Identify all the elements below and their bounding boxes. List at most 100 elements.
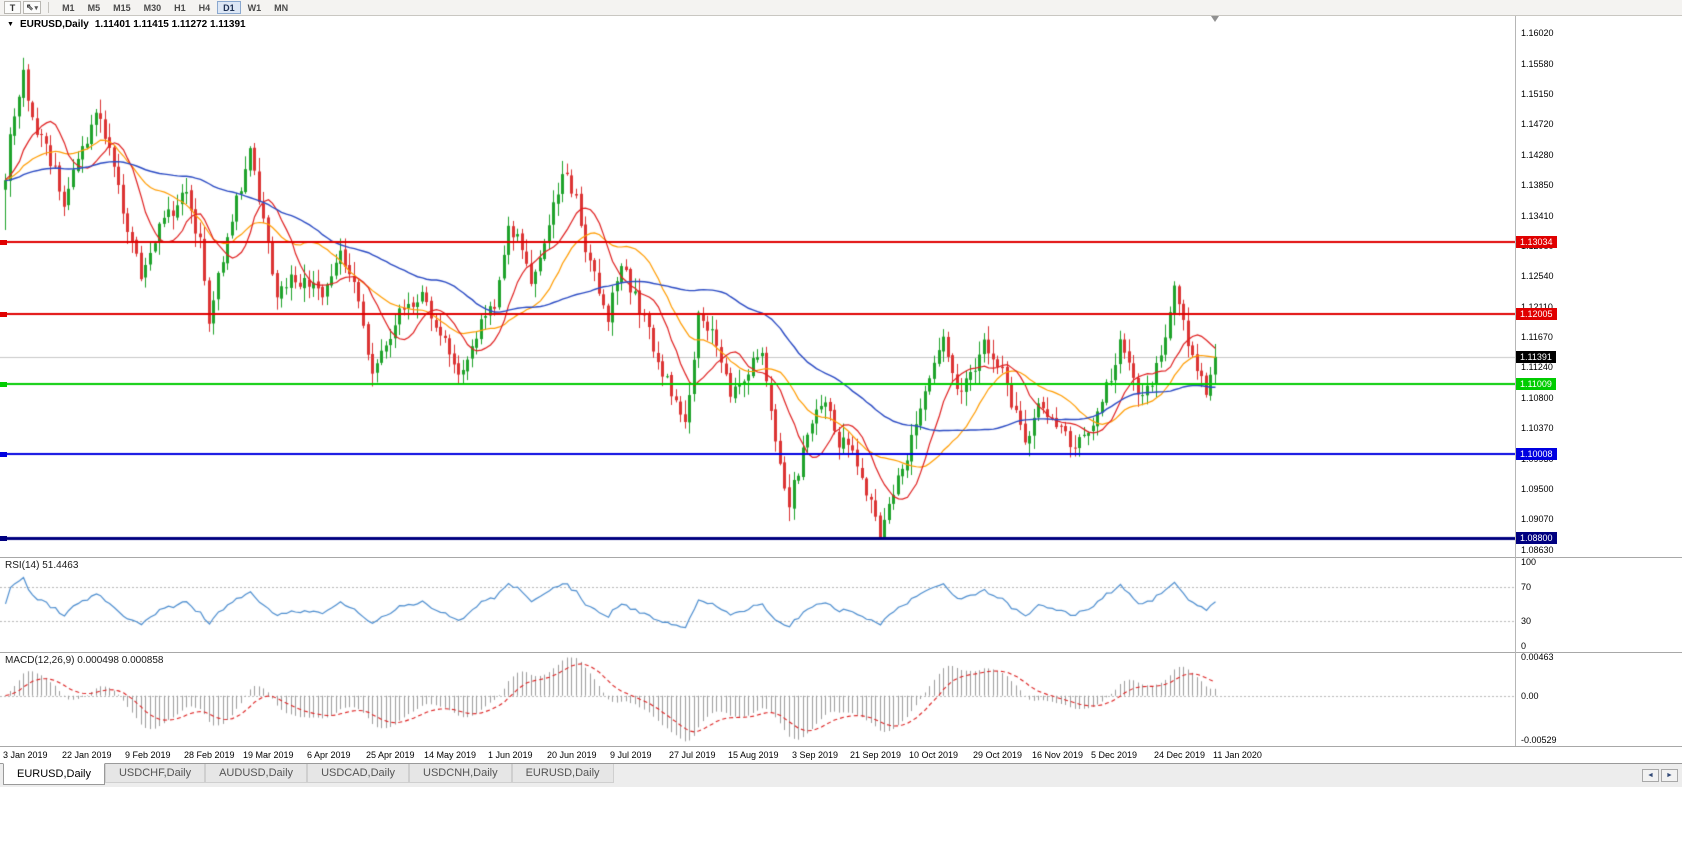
price-axis-tick: 1.12110 [1521,301,1553,312]
price-axis-tick: 1.08630 [1521,545,1554,555]
date-axis-tick: 9 Feb 2019 [125,750,171,760]
price-axis-tick: 1.15580 [1521,58,1554,69]
scroll-right-button[interactable]: ► [1661,769,1678,782]
macd-panel: MACD(12,26,9) 0.000498 0.000858 0.00463 0… [0,652,1682,746]
date-axis-tick: 9 Jul 2019 [610,750,652,760]
rsi-axis-tick: 100 [1521,557,1537,567]
chart-tabs: EURUSD,Daily USDCHF,Daily AUDUSD,Daily USDC… [0,763,1682,787]
price-axis-tick: 1.16020 [1521,28,1554,38]
timeframe-h4-button[interactable]: H4 [193,1,217,14]
price-axis-tick: 1.14720 [1521,118,1554,129]
chevron-down-icon: ▾ [34,4,39,12]
macd-axis-tick: 0.00463 [1521,652,1554,662]
rsi-axis-tick: 70 [1521,582,1532,593]
macd-axis-tick: -0.00529 [1521,735,1557,745]
date-axis-tick: 25 Apr 2019 [366,750,415,760]
line-price-tag: 1.12005 [1516,307,1557,320]
price-axis-separator [1515,16,1516,746]
macd-axis-tick: 0.00 [1521,690,1539,701]
price-axis-tick: 1.09500 [1521,484,1554,495]
chart-tab-0[interactable]: EURUSD,Daily [3,763,105,785]
timeframe-m1-button[interactable]: M1 [56,1,81,14]
date-axis-tick: 1 Jun 2019 [488,750,533,760]
rsi-panel: RSI(14) 51.4463 100 70 30 0 [0,557,1682,652]
timeframe-m30-button[interactable]: M30 [138,1,168,14]
timeframe-m15-button[interactable]: M15 [107,1,137,14]
date-axis-tick: 24 Dec 2019 [1154,750,1206,760]
chart-tab-2[interactable]: AUDUSD,Daily [205,764,308,783]
price-axis-tick: 1.15150 [1521,88,1554,99]
date-axis-tick: 20 Jun 2019 [547,750,597,760]
price-chart-canvas[interactable] [0,16,1516,557]
cursor-tool-button[interactable]: ⇖ ▾ [23,1,42,14]
line-anchor[interactable] [0,451,7,457]
chart-tab-4[interactable]: USDCNH,Daily [409,764,512,783]
price-axis-tick: 1.12540 [1521,271,1554,282]
price-axis-tick: 1.13850 [1521,179,1554,190]
chart-menu-icon[interactable]: ▼ [7,21,14,28]
toolbar-separator [48,2,50,13]
rsi-axis-tick: 0 [1521,641,1527,651]
line-anchor[interactable] [0,381,7,387]
time-axis[interactable]: 3 Jan 2019 22 Jan 2019 9 Feb 2019 28 Feb 20… [0,746,1682,763]
date-axis-tick: 22 Jan 2019 [62,750,112,760]
macd-canvas[interactable] [0,653,1516,746]
date-axis-tick: 3 Jan 2019 [3,750,48,760]
date-axis-tick: 10 Oct 2019 [909,750,959,760]
date-axis-tick: 21 Sep 2019 [850,750,902,760]
price-axis-tick: 1.10800 [1521,393,1554,404]
current-price-tag: 1.11391 [1516,350,1556,363]
line-price-tag: 1.11009 [1516,377,1556,390]
chart-shift-marker[interactable] [1211,16,1219,22]
date-axis-tick: 15 Aug 2019 [728,750,779,760]
scroll-left-button[interactable]: ◄ [1642,769,1659,782]
chart-symbol-label: EURUSD,Daily [19,19,89,30]
rsi-label: RSI(14) 51.4463 [5,560,79,571]
date-axis-tick: 14 May 2019 [424,750,477,760]
chart-tab-3[interactable]: USDCAD,Daily [307,764,410,783]
price-chart-panel: ▼ EURUSD,Daily 1.11401 1.11415 1.11272 1… [0,16,1682,557]
chart-toolbar: T ⇖ ▾ M1 M5 M15 M30 H1 H4 D1 W1 MN [0,0,1682,16]
date-axis-tick: 11 Jan 2020 [1213,750,1262,760]
price-axis-tick: 1.10370 [1521,423,1554,434]
timeframe-buttons: M1 M5 M15 M30 H1 H4 D1 W1 MN [56,1,294,14]
price-axis-tick: 1.13410 [1521,210,1554,221]
macd-label: MACD(12,26,9) 0.000498 0.000858 [5,655,164,666]
date-axis-tick: 29 Oct 2019 [973,750,1023,760]
date-axis-tick: 6 Apr 2019 [307,750,351,760]
timeframe-d1-button[interactable]: D1 [217,1,241,14]
date-axis-tick: 19 Mar 2019 [243,750,294,760]
rsi-axis-tick: 30 [1521,615,1532,626]
chart-title: ▼ EURUSD,Daily 1.11401 1.11415 1.11272 1… [7,19,246,30]
chart-tab-5[interactable]: EURUSD,Daily [511,764,614,783]
line-anchor[interactable] [0,536,7,542]
date-axis-tick: 3 Sep 2019 [792,750,839,760]
timeframe-h1-button[interactable]: H1 [168,1,192,14]
tab-scrollbar: ◄ ► [1642,769,1678,782]
line-price-tag: 1.08800 [1516,532,1557,545]
date-axis-tick: 5 Dec 2019 [1091,750,1138,760]
line-anchor[interactable] [0,311,7,317]
chart-tab-1[interactable]: USDCHF,Daily [104,764,206,783]
timeframe-m5-button[interactable]: M5 [82,1,107,14]
chart-ohlc-values: 1.11401 1.11415 1.11272 1.11391 [94,19,246,30]
chart-tab-bar: EURUSD,Daily USDCHF,Daily AUDUSD,Daily USDC… [0,763,1682,787]
date-axis-tick: 27 Jul 2019 [669,750,716,760]
panel-separator[interactable] [0,652,1682,653]
line-anchor[interactable] [0,239,7,245]
line-price-tag: 1.10008 [1516,447,1557,460]
text-tool-button[interactable]: T [4,1,21,14]
date-axis-tick: 16 Nov 2019 [1032,750,1084,760]
panel-separator[interactable] [0,557,1682,558]
price-axis-tick: 1.11670 [1521,332,1553,343]
timeframe-w1-button[interactable]: W1 [242,1,268,14]
cursor-icon: ⇖ [26,2,34,12]
date-axis-tick: 28 Feb 2019 [184,750,235,760]
timeframe-mn-button[interactable]: MN [268,1,294,14]
price-axis-tick: 1.11240 [1521,362,1553,373]
rsi-canvas[interactable] [0,558,1516,652]
price-axis-tick: 1.09070 [1521,514,1554,525]
price-axis-tick: 1.14280 [1521,149,1554,160]
line-price-tag: 1.13034 [1516,235,1557,248]
